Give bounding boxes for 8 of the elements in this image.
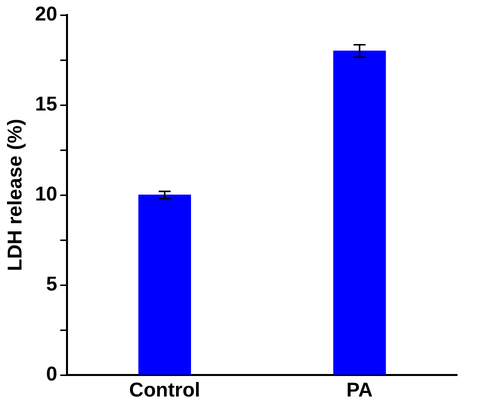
y-tick-label: 10 [34,184,58,206]
y-tick-label: 20 [34,4,58,26]
y-axis-title: LDH release (%) [4,118,27,272]
y-tick-label: 0 [46,364,58,386]
y-tick-label: 5 [46,274,58,296]
y-tick-label: 15 [34,94,58,116]
x-tick-label: PA [346,380,373,402]
x-tick-label: Control [129,380,200,402]
